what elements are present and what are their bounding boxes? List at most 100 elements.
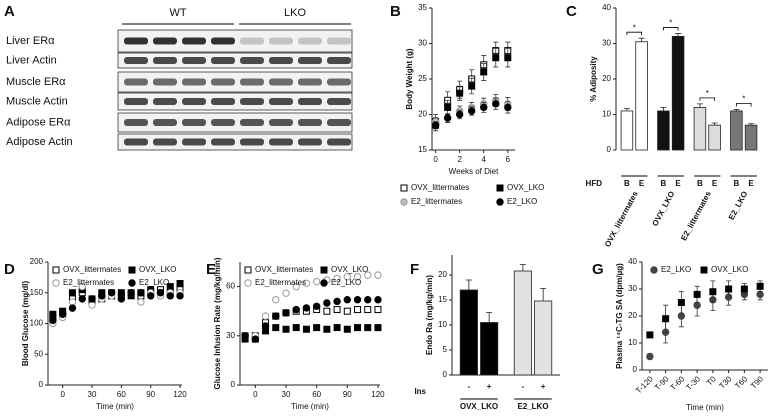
blot-row-label: Liver ERα bbox=[6, 35, 55, 47]
marker bbox=[282, 325, 290, 333]
marker bbox=[88, 301, 96, 309]
blot-band bbox=[211, 37, 235, 45]
marker bbox=[492, 100, 500, 108]
error-bar bbox=[696, 103, 703, 108]
x-tick-label: 120 bbox=[371, 390, 385, 399]
marker bbox=[444, 103, 452, 111]
marker bbox=[693, 290, 701, 298]
marker bbox=[251, 335, 260, 343]
blot-band bbox=[211, 98, 235, 105]
x-tick-label: B bbox=[697, 179, 703, 188]
marker bbox=[725, 285, 733, 293]
blot-band bbox=[269, 119, 293, 126]
y-tick-label: 0 bbox=[443, 370, 448, 379]
marker bbox=[468, 82, 476, 90]
bar bbox=[708, 124, 721, 151]
x-tick-label: 6 bbox=[506, 155, 511, 164]
marker bbox=[480, 103, 488, 112]
legend-marker bbox=[128, 279, 136, 287]
x-tick-label: 4 bbox=[481, 155, 486, 164]
x-tick-label: - bbox=[468, 382, 471, 391]
legend-marker bbox=[700, 266, 708, 274]
legend-label: OVX_LKO bbox=[139, 265, 176, 274]
legend-label: OVX_LKO bbox=[507, 183, 544, 192]
marker bbox=[302, 325, 310, 333]
blot-band bbox=[211, 78, 235, 86]
group-label: E2_littermates bbox=[679, 189, 713, 242]
blot-band bbox=[269, 138, 293, 146]
marker bbox=[241, 332, 249, 340]
y-tick-label: 50 bbox=[34, 349, 43, 358]
y-tick-label: 15 bbox=[418, 145, 427, 154]
marker bbox=[68, 298, 77, 306]
marker bbox=[302, 304, 311, 312]
legend-label: E2_littermates bbox=[63, 278, 114, 287]
x-tick-label: + bbox=[487, 382, 492, 391]
marker bbox=[364, 324, 372, 332]
panel-label: A bbox=[4, 3, 15, 20]
y-tick-label: 15 bbox=[438, 295, 447, 304]
legend-label: E2_LKO bbox=[331, 278, 361, 287]
group-label: OVX_LKO bbox=[650, 190, 676, 228]
y-tick-label: 40 bbox=[602, 3, 611, 12]
y-tick-label: 20 bbox=[602, 74, 611, 83]
error-bar bbox=[540, 288, 547, 301]
blot-band bbox=[182, 138, 206, 146]
marker bbox=[364, 306, 372, 314]
group-label: E2_LKO bbox=[727, 190, 750, 222]
marker bbox=[353, 273, 362, 281]
marker bbox=[662, 315, 670, 323]
bar bbox=[657, 110, 670, 151]
y-tick-label: 40 bbox=[628, 257, 637, 266]
marker bbox=[353, 296, 362, 304]
significance-bracket bbox=[663, 27, 679, 31]
x-tick-label: T-30 bbox=[684, 374, 702, 392]
x-tick-label: T-120 bbox=[634, 374, 655, 395]
error-bar bbox=[733, 109, 740, 111]
marker bbox=[49, 310, 57, 318]
bar bbox=[620, 110, 634, 151]
significance-label: * bbox=[742, 95, 745, 104]
bar bbox=[459, 289, 478, 376]
legend-marker bbox=[650, 266, 658, 274]
legend-marker bbox=[52, 279, 60, 287]
marker bbox=[756, 290, 764, 299]
x-tick-label: B bbox=[734, 179, 740, 188]
marker bbox=[156, 289, 165, 297]
marker bbox=[756, 282, 764, 290]
blot-band bbox=[153, 57, 177, 64]
bar bbox=[534, 300, 553, 376]
marker bbox=[333, 274, 341, 283]
marker bbox=[137, 298, 145, 306]
marker bbox=[343, 307, 351, 315]
significance-label: * bbox=[669, 19, 672, 28]
blot-band bbox=[269, 57, 293, 64]
marker bbox=[68, 304, 77, 312]
y-tick-label: 10 bbox=[602, 110, 611, 119]
legend-label: E2_littermates bbox=[255, 278, 306, 287]
blot-band bbox=[298, 119, 322, 126]
panel-label: C bbox=[566, 3, 577, 20]
legend-label: E2_littermates bbox=[411, 197, 462, 206]
marker bbox=[78, 295, 86, 303]
y-tick-label: 20 bbox=[628, 311, 637, 320]
blot-band bbox=[298, 37, 322, 45]
legend-label: OVX_LKO bbox=[331, 265, 368, 274]
blot-band bbox=[240, 37, 264, 45]
blot-band bbox=[327, 119, 351, 126]
y-tick-label: 30 bbox=[628, 284, 637, 293]
significance-label: * bbox=[706, 89, 709, 98]
marker bbox=[504, 54, 512, 62]
y-axis-label: Endo Ra (mg/kg/min) bbox=[425, 275, 434, 355]
x-tick-label: B bbox=[624, 179, 630, 188]
marker bbox=[68, 289, 76, 297]
x-tick-label: 90 bbox=[343, 390, 352, 399]
marker bbox=[443, 114, 452, 122]
y-axis-label: Plasma ¹⁴C-TG SA (dpm/µg) bbox=[615, 263, 624, 369]
error-bar bbox=[519, 264, 526, 271]
marker bbox=[282, 309, 290, 317]
x-axis-label: Weeks of Diet bbox=[449, 167, 499, 176]
y-tick-label: 35 bbox=[418, 3, 427, 12]
marker bbox=[333, 324, 341, 332]
